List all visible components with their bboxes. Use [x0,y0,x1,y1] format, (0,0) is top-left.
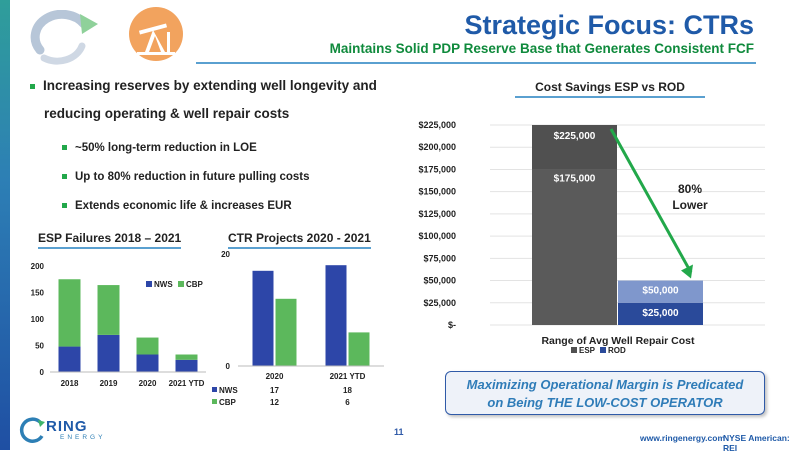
cost-savings-chart-title: Cost Savings ESP vs ROD [515,80,705,98]
legend-swatch [571,347,577,353]
y-tick-label: $150,000 [418,187,456,197]
table-value-nws: 17 [270,386,279,395]
y-tick-label: $100,000 [418,231,456,241]
legend-swatch [178,281,184,287]
table-value-cbp: 6 [345,398,350,406]
cost-savings-chart: $- $25,000 $50,000 $75,000 $100,000 $125,000 $… [418,120,765,355]
main-bullet: Increasing reserves by extending well lo… [30,78,377,93]
y-tick-label: $75,000 [423,253,456,263]
x-tick-label: 2019 [100,379,118,388]
bar-cbp [348,332,370,366]
legend-label: ESP [579,346,596,355]
legend-swatch [146,281,152,287]
ring-logo-text: RING [46,418,88,435]
data-label: $50,000 [642,286,679,297]
sub-bullet: Up to 80% reduction in future pulling co… [62,171,309,183]
annotation-lower: Lower [672,198,708,212]
x-tick-label: 2020 [139,379,157,388]
bar-cbp [136,337,159,355]
bullet-icon [30,83,35,89]
x-tick-label: 2021 YTD [169,379,205,388]
legend-label: CBP [186,280,204,289]
operator-banner: Maximizing Operational Margin is Predica… [445,371,765,415]
bar-nws [252,270,274,366]
y-tick-label: $- [448,320,456,330]
title-divider [196,62,756,64]
bar-nws [325,265,347,366]
legend-swatch [212,387,217,392]
y-tick-label: 150 [31,289,45,298]
legend-swatch [600,347,606,353]
data-label: $175,000 [554,173,596,184]
legend-swatch [212,399,217,404]
ring-logo-icon [19,417,45,443]
page-title: Strategic Focus: CTRs [464,10,754,40]
page-subtitle: Maintains Solid PDP Reserve Base that Ge… [329,41,754,56]
annotation-percent: 80% [678,182,702,196]
bar-nws [97,334,120,372]
bar-cbp [275,298,297,366]
legend-label: CBP [219,398,237,406]
ring-logo-subtext: ENERGY [60,434,106,441]
bar-nws [136,354,159,372]
ctr-projects-chart-title: CTR Projects 2020 - 2021 [228,231,371,249]
y-tick-label: 0 [40,368,45,377]
esp-failures-chart-title: ESP Failures 2018 – 2021 [38,231,182,249]
table-value-nws: 18 [343,386,352,395]
data-label: $225,000 [554,131,596,142]
bar-esp-low [532,169,617,325]
y-tick-label: 50 [35,342,44,351]
x-axis-label: Range of Avg Well Repair Cost [541,335,695,347]
bar-rod-low [618,302,703,325]
sub-bullet-text: ~50% long-term reduction in LOE [75,142,257,154]
banner-line1: Maximizing Operational Margin is Predica… [466,377,744,392]
bar-rod-high [618,280,703,303]
bar-nws [175,359,198,372]
esp-failures-chart: 0 50 100 150 200 2018 2019 2020 2021 YTD NWS CBP [31,262,206,388]
y-tick-label: $25,000 [423,298,456,308]
page-number: 11 [394,427,404,437]
legend-label: NWS [154,280,173,289]
table-value-cbp: 12 [270,398,279,406]
bar-nws [58,346,81,372]
y-tick-label: 20 [221,250,230,259]
exchange-label: NYSE American: REI [723,433,790,453]
y-tick-label: 0 [226,362,231,371]
data-label: $25,000 [642,308,679,319]
website-link[interactable]: www.ringenergy.com [640,433,726,443]
bar-esp-high [532,125,617,170]
y-tick-label: $175,000 [418,164,456,174]
sub-bullet: ~50% long-term reduction in LOE [62,142,257,154]
arrow-line [609,128,693,274]
x-tick-label: 2020 [266,372,284,381]
y-tick-label: 100 [31,315,45,324]
bar-cbp [58,279,81,347]
banner-line2: on Being THE LOW-COST OPERATOR [487,395,723,410]
y-tick-label: $200,000 [418,142,456,152]
main-bullet-line1: Increasing reserves by extending well lo… [43,78,377,93]
sub-bullet: Extends economic life & increases EUR [62,200,292,212]
y-tick-label: 200 [31,262,45,271]
x-tick-label: 2018 [61,379,79,388]
main-bullet-line2: reducing operating & well repair costs [44,106,290,121]
recycle-arrow-icon [30,10,98,65]
bullet-icon [62,145,67,151]
x-tick-label: 2021 YTD [330,372,366,381]
left-accent-bar [0,0,10,450]
y-tick-label: $225,000 [418,120,456,130]
pump-jack-icon [129,7,183,61]
arrow-head [681,264,693,279]
bullet-icon [62,174,67,180]
bar-cbp [97,285,120,335]
bullet-icon [62,203,67,209]
y-tick-label: $125,000 [418,209,456,219]
sub-bullet-text: Up to 80% reduction in future pulling co… [75,171,310,183]
sub-bullet-text: Extends economic life & increases EUR [75,200,292,212]
legend-label: ROD [608,346,626,355]
y-tick-label: $50,000 [423,276,456,286]
legend-label: NWS [219,386,238,395]
bar-cbp [175,354,198,360]
